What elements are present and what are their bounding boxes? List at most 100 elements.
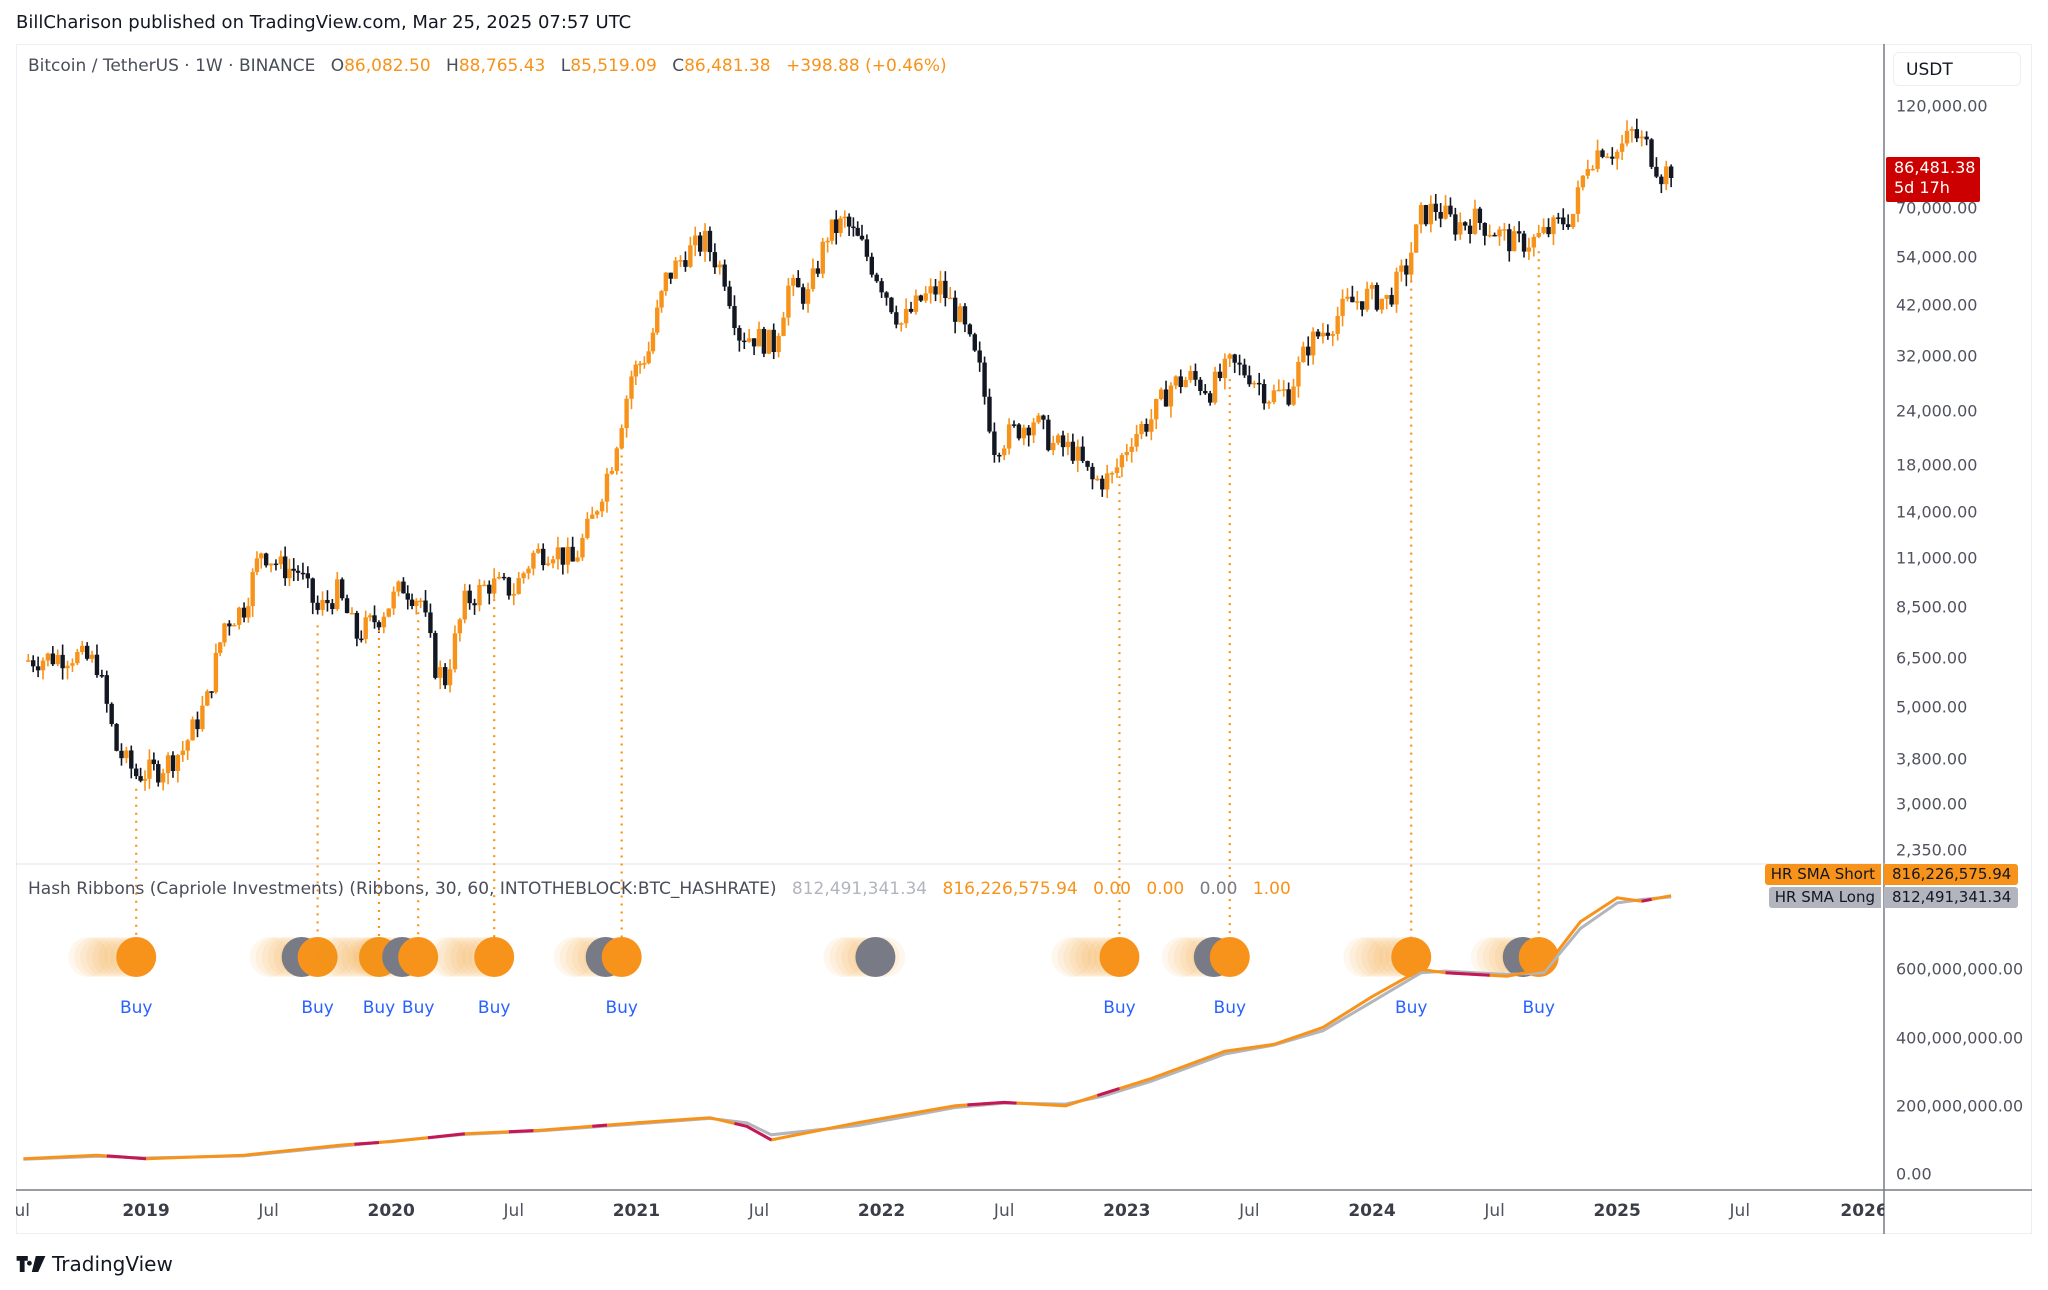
indicator-tick-label: 400,000,000.00	[1896, 1028, 2024, 1048]
candle-body	[899, 323, 904, 325]
tradingview-logo[interactable]: TradingView	[16, 1252, 173, 1276]
candle-body	[987, 396, 992, 432]
candle-body	[1590, 168, 1595, 171]
currency-selector[interactable]: USDT	[1893, 52, 2021, 86]
ribbon-buy-dot	[601, 937, 642, 977]
candle-body	[646, 351, 651, 364]
candle-body	[1310, 331, 1316, 356]
candle-body	[363, 617, 368, 639]
ribbon-trail-dot	[1343, 937, 1384, 977]
candle-body	[550, 559, 556, 564]
price-tick-label: 6,500.00	[1896, 648, 1968, 668]
price-tick-label: 18,000.00	[1896, 455, 1978, 475]
candle-body	[170, 755, 176, 772]
time-tick-label: Jul	[1729, 1201, 1751, 1221]
close-value: 86,481.38	[684, 56, 771, 76]
candle-body	[477, 584, 482, 606]
candle-body	[354, 612, 360, 639]
candle-body	[1296, 362, 1301, 387]
candle-body	[1173, 376, 1179, 386]
candle-body	[1183, 380, 1188, 388]
candle-body	[1600, 150, 1605, 157]
candle-body	[1629, 129, 1635, 131]
candle-body	[1580, 175, 1586, 188]
candle-body	[575, 557, 580, 562]
candle-body	[376, 622, 382, 628]
candle-body	[786, 285, 791, 318]
candle-body	[1149, 419, 1154, 432]
candle-body	[585, 518, 590, 538]
candle-body	[1011, 424, 1017, 426]
candle-body	[590, 514, 595, 519]
candle-body	[209, 691, 214, 693]
price-tick-label: 3,000.00	[1896, 794, 1968, 814]
time-tick-label: 2025	[1593, 1201, 1641, 1221]
candle-body	[1497, 229, 1502, 237]
candle-body	[521, 573, 526, 579]
time-tick-label: Jul	[1484, 1201, 1505, 1221]
candle-body	[555, 547, 561, 560]
candle-body	[310, 578, 315, 603]
candles	[26, 118, 1674, 791]
candle-body	[180, 750, 185, 756]
candle-body	[447, 669, 453, 686]
ribbon-trail-dot	[350, 937, 391, 977]
ribbon-trail-dot	[444, 937, 485, 977]
candle-body	[855, 227, 860, 236]
candle-body	[452, 633, 458, 670]
candle-body	[545, 563, 551, 566]
candle-body	[496, 576, 502, 579]
ribbon-buy-dot	[116, 937, 157, 977]
buy-label: Buy	[1394, 998, 1428, 1018]
candle-body	[1168, 385, 1174, 407]
candle-body	[156, 764, 161, 783]
candle-body	[1359, 301, 1365, 310]
ribbon-trail-dot	[1069, 937, 1110, 977]
price-tick-label: 2,350.00	[1896, 840, 1968, 860]
candle-body	[372, 615, 377, 623]
candle-body	[894, 312, 899, 325]
candle-body	[742, 340, 747, 343]
candle-body	[1070, 441, 1076, 461]
candle-body	[26, 660, 31, 662]
ribbon-trail-dot	[1057, 937, 1098, 977]
candle-body	[381, 616, 387, 628]
open-value: 86,082.50	[344, 56, 431, 76]
candle-body	[1247, 375, 1252, 385]
candle-body	[1610, 156, 1615, 159]
candle-body	[246, 606, 251, 618]
candle-body	[55, 654, 60, 665]
ribbon-buy-dot	[297, 937, 338, 977]
candle-body	[825, 240, 830, 243]
candle-body	[462, 590, 467, 620]
candle-body	[846, 216, 852, 227]
price-tick-label: 14,000.00	[1896, 502, 1978, 522]
capitulation-segment	[106, 1154, 147, 1161]
tradingview-logo-icon	[16, 1256, 46, 1272]
candle-body	[1207, 393, 1213, 403]
low-value: 85,519.09	[570, 56, 657, 76]
candle-body	[1453, 214, 1458, 235]
candle-body	[1006, 424, 1012, 449]
symbol-title[interactable]: Bitcoin / TetherUS · 1W · BINANCE	[28, 56, 316, 76]
indicator-legend: Hash Ribbons (Capriole Investments) (Rib…	[28, 879, 1291, 899]
candle-body	[952, 297, 958, 322]
ribbon-grey-dot	[855, 937, 896, 977]
candle-body	[1252, 382, 1257, 385]
ribbon-buy-dot	[398, 937, 439, 977]
candle-body	[1144, 423, 1149, 432]
candle-body	[418, 600, 423, 603]
candle-body	[614, 448, 619, 471]
candle-body	[536, 548, 541, 553]
candle-body	[133, 768, 139, 777]
candle-body	[756, 328, 762, 347]
price-tick-label: 32,000.00	[1896, 346, 1978, 366]
time-tick-label: 2022	[857, 1201, 906, 1221]
candle-body	[889, 297, 894, 313]
indicator-title[interactable]: Hash Ribbons (Capriole Investments) (Rib…	[28, 879, 777, 899]
time-tick-label: 2024	[1348, 1201, 1396, 1221]
candle-body	[859, 235, 865, 240]
candle-body	[1036, 415, 1041, 423]
time-tick-label: 2019	[122, 1201, 170, 1221]
